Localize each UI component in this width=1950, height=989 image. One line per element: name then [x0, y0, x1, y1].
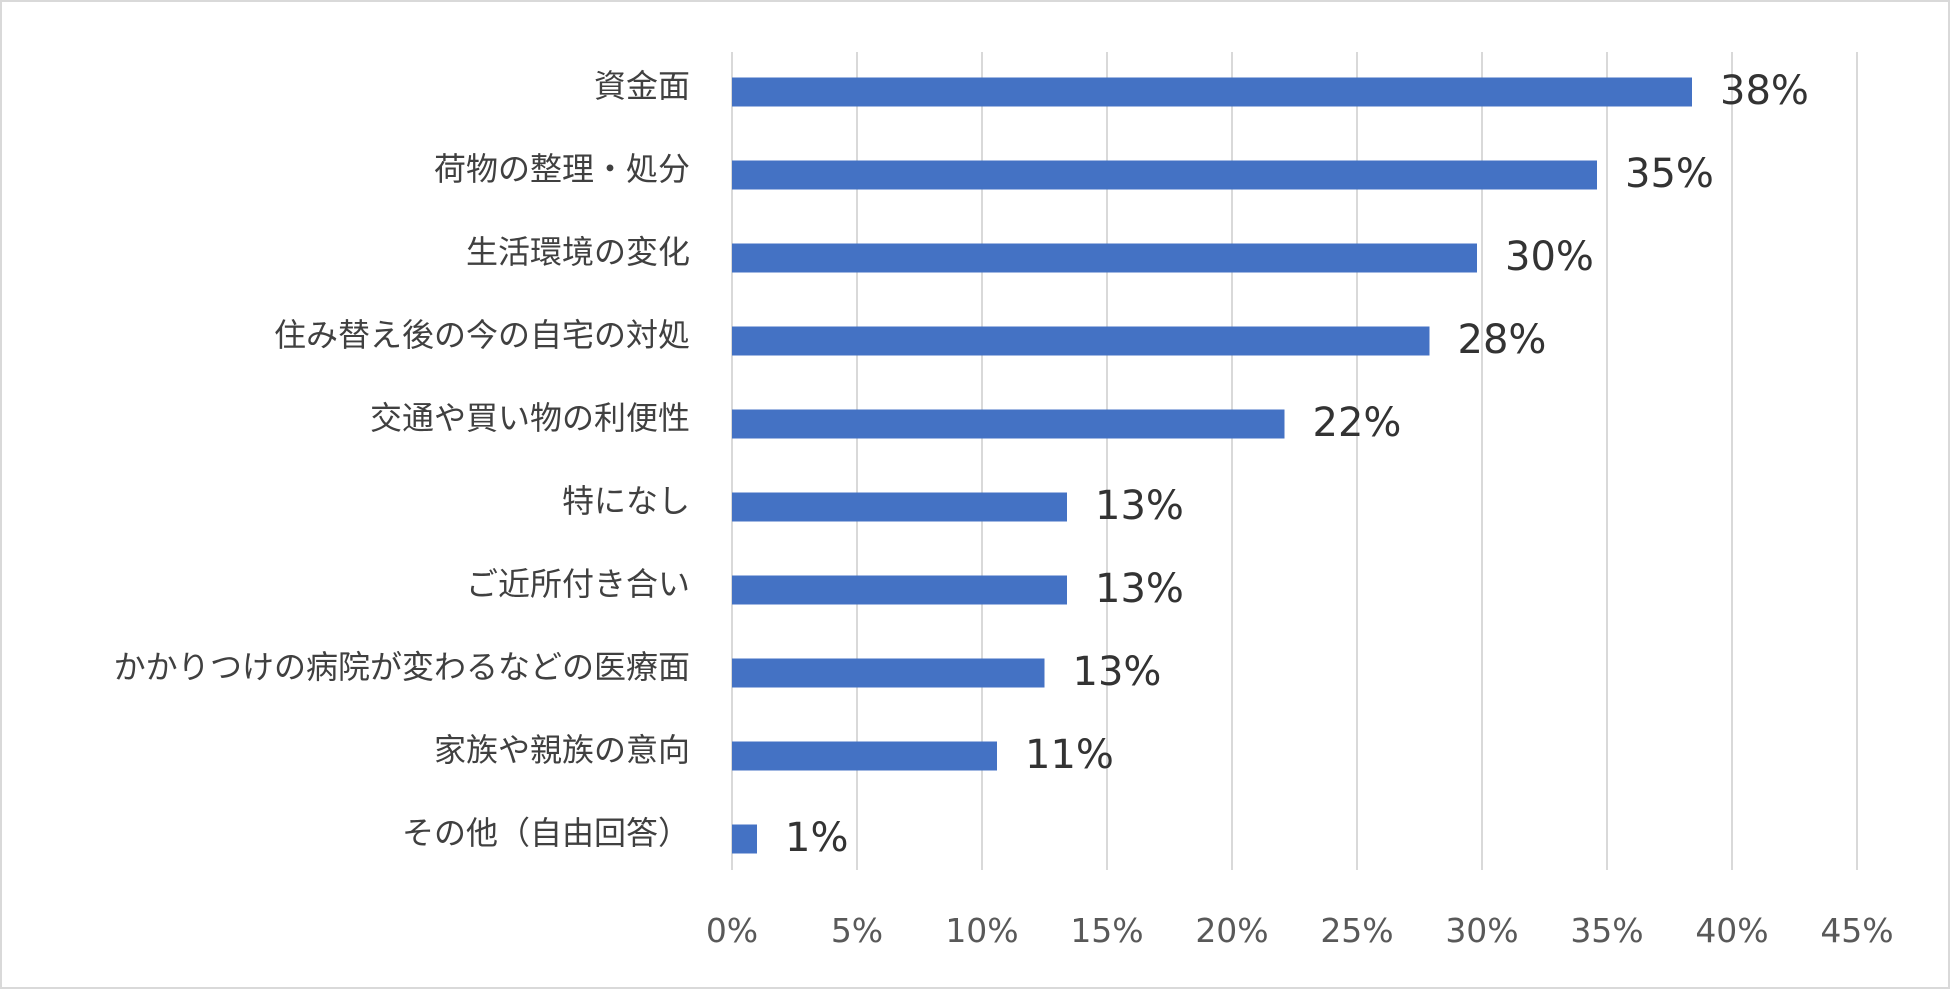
- category-labels: 資金面荷物の整理・処分生活環境の変化住み替え後の今の自宅の対処交通や買い物の利便…: [114, 67, 690, 852]
- bar: [732, 492, 1067, 522]
- x-tick-label: 5%: [831, 911, 883, 950]
- bar: [732, 243, 1477, 273]
- category-label: 住み替え後の今の自宅の対処: [274, 316, 690, 354]
- x-tick-label: 35%: [1570, 911, 1643, 950]
- x-tick-label: 40%: [1695, 911, 1768, 950]
- x-tick-label: 0%: [706, 911, 758, 950]
- category-label: 交通や買い物の利便性: [370, 399, 690, 437]
- data-label: 1%: [785, 815, 848, 861]
- bar: [732, 741, 997, 771]
- category-label: ご近所付き合い: [466, 565, 690, 603]
- data-label: 38%: [1720, 68, 1809, 114]
- data-labels: 38%35% 30% 28% 22% 13% 13% 13% 11% 1%: [785, 68, 1809, 861]
- x-tick-label: 30%: [1445, 911, 1518, 950]
- x-tick-label: 20%: [1195, 911, 1268, 950]
- data-label: 35%: [1625, 151, 1714, 197]
- bar: [732, 824, 757, 854]
- category-label: かかりつけの病院が変わるなどの医療面: [114, 648, 690, 686]
- data-label: 22%: [1313, 400, 1402, 446]
- bar: [732, 160, 1597, 190]
- category-label: その他（自由回答）: [402, 814, 690, 852]
- x-axis-tick-labels: 0% 5% 10% 15% 20% 25% 30% 35% 40% 45%: [706, 911, 1894, 950]
- x-tick-label: 10%: [945, 911, 1018, 950]
- data-label: 30%: [1505, 234, 1594, 280]
- x-tick-label: 45%: [1820, 911, 1893, 950]
- category-label: 荷物の整理・処分: [434, 150, 690, 188]
- bar: [732, 575, 1067, 605]
- category-label: 家族や親族の意向: [434, 731, 690, 769]
- category-label: 生活環境の変化: [466, 233, 690, 271]
- category-label: 資金面: [594, 67, 690, 105]
- bar: [732, 658, 1045, 688]
- category-label: 特になし: [562, 482, 690, 520]
- bar: [732, 326, 1430, 356]
- x-tick-label: 15%: [1070, 911, 1143, 950]
- x-tick-label: 25%: [1320, 911, 1393, 950]
- data-label: 28%: [1458, 317, 1547, 363]
- data-label: 13%: [1095, 566, 1184, 612]
- data-label: 11%: [1025, 732, 1114, 778]
- bar: [732, 77, 1692, 107]
- bar: [732, 409, 1285, 439]
- data-label: 13%: [1095, 483, 1184, 529]
- data-label: 13%: [1073, 649, 1162, 695]
- bars: [732, 77, 1692, 854]
